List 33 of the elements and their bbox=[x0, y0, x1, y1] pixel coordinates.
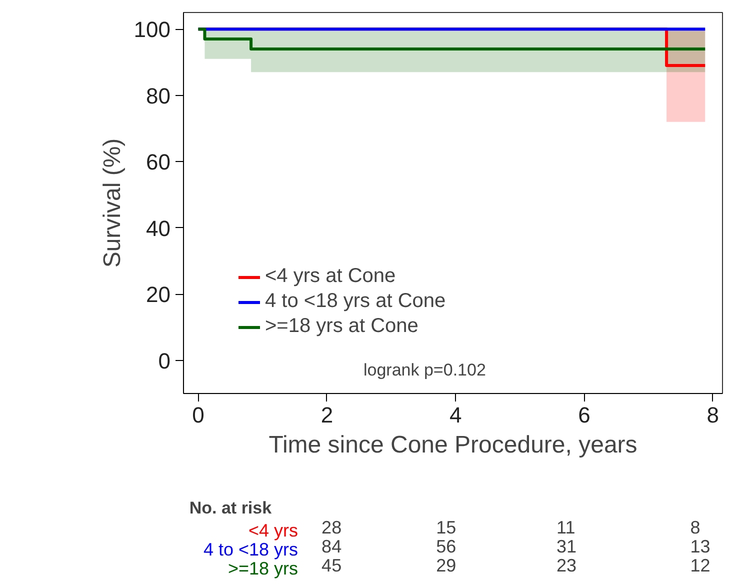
y-tick-label: 20 bbox=[146, 282, 171, 308]
text: 23 bbox=[556, 556, 577, 576]
x-tick-label: 4 bbox=[449, 402, 462, 428]
legend-label: >=18 yrs at Cone bbox=[265, 315, 418, 338]
y-tick-label: 80 bbox=[146, 83, 171, 108]
y-axis-title: Survival (%) bbox=[98, 138, 126, 268]
text: >=18 yrs bbox=[228, 558, 298, 578]
text: 84 bbox=[322, 536, 342, 556]
x-tick-label: 2 bbox=[320, 402, 334, 428]
legend-label: 4 to <18 yrs at Cone bbox=[265, 290, 446, 313]
annotation: logrank p=0.102 bbox=[364, 360, 486, 380]
x-tick-label: 8 bbox=[706, 402, 719, 428]
text: <4 yrs bbox=[248, 520, 298, 540]
x-tick-label: 6 bbox=[578, 402, 590, 428]
text: 56 bbox=[436, 536, 456, 556]
text: 8 bbox=[690, 518, 700, 538]
x-tick-label: 0 bbox=[192, 402, 204, 428]
text: 11 bbox=[556, 518, 576, 538]
text: 13 bbox=[690, 536, 710, 556]
y-tick-label: 100 bbox=[134, 17, 171, 42]
y-tick-label: 40 bbox=[146, 216, 171, 241]
text: 4 to <18 yrs bbox=[204, 540, 298, 560]
text: 29 bbox=[436, 556, 456, 576]
text: 12 bbox=[690, 556, 710, 576]
text: 45 bbox=[322, 556, 342, 576]
legend-label: <4 yrs at Cone bbox=[265, 265, 396, 288]
x-axis-title: Time since Cone Procedure, years bbox=[268, 432, 638, 458]
text: 31 bbox=[556, 536, 577, 556]
text: 28 bbox=[322, 518, 342, 538]
y-tick-label: 0 bbox=[158, 348, 171, 374]
y-tick-label: 60 bbox=[146, 150, 171, 175]
text: 15 bbox=[436, 518, 456, 538]
text: No. at risk bbox=[189, 498, 272, 518]
